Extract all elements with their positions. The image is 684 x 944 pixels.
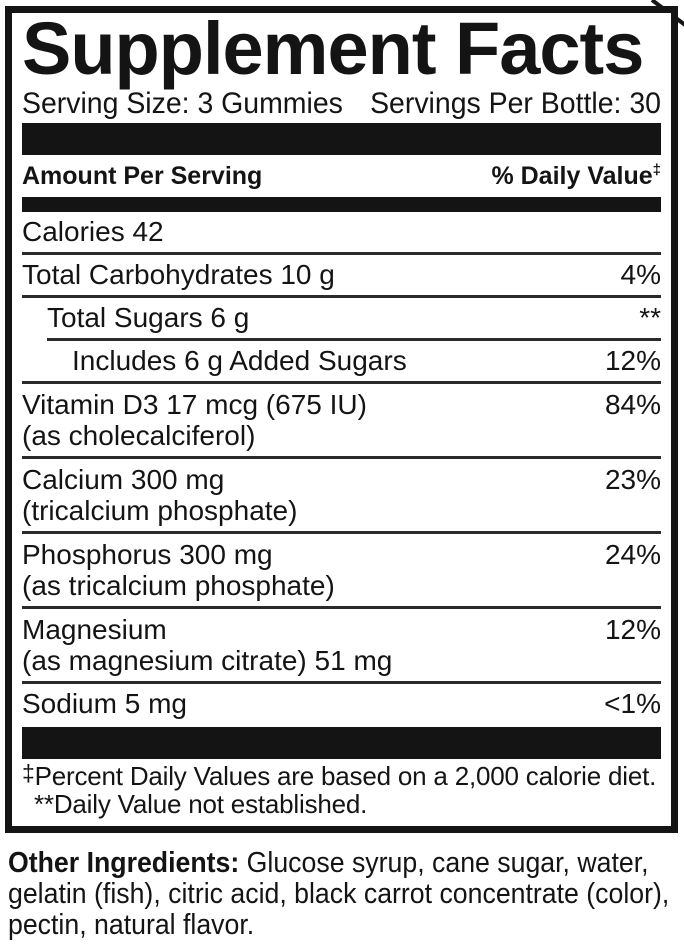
- other-ingredients: Other Ingredients: Glucose syrup, cane s…: [8, 848, 684, 941]
- other-ingredients-line-3: pectin, natural flavor.: [8, 909, 255, 941]
- panel-title: Supplement Facts: [22, 7, 644, 90]
- row-separator: [22, 530, 661, 534]
- divider-thick-bottom: [22, 726, 661, 759]
- vitamin-d3-label: Vitamin D3 17 mcg (675 IU) (as cholecalc…: [22, 389, 367, 451]
- footnotes: ‡Percent Daily Values are based on a 2,0…: [22, 759, 661, 819]
- calories-label: Calories 42: [22, 215, 164, 247]
- row-separator: [22, 251, 661, 255]
- other-ingredients-line-1: Other Ingredients: Glucose syrup, cane s…: [8, 848, 684, 879]
- daily-value-footnote: ‡Percent Daily Values are based on a 2,0…: [22, 759, 661, 791]
- total-sugars-daily-value: **: [639, 301, 661, 333]
- magnesium-name: Magnesium: [22, 613, 167, 645]
- servings-per-bottle-text: Servings Per Bottle: 30: [370, 86, 661, 120]
- row-separator-indented: [47, 337, 661, 341]
- added-sugars-daily-value: 12%: [604, 344, 661, 376]
- serving-info: Serving Size: 3 Gummies Servings Per Bot…: [22, 88, 661, 119]
- supplement-facts-panel: Supplement Facts Serving Size: 3 Gummies…: [5, 6, 678, 833]
- row-calcium: Calcium 300 mg (tricalcium phosphate) 23…: [22, 459, 661, 531]
- total-carbohydrates-daily-value: 4%: [620, 258, 661, 290]
- magnesium-form: (as magnesium citrate) 51 mg: [22, 644, 393, 676]
- row-magnesium: Magnesium (as magnesium citrate) 51 mg 1…: [22, 609, 661, 681]
- phosphorus-name: Phosphorus 300 mg: [22, 538, 273, 570]
- vitamin-d3-name: Vitamin D3 17 mcg (675 IU): [22, 388, 367, 420]
- phosphorus-form: (as tricalcium phosphate): [22, 569, 335, 601]
- row-separator: [22, 680, 661, 684]
- other-ingredients-label: Other Ingredients:: [8, 847, 240, 879]
- double-dagger-symbol: ‡: [22, 759, 35, 786]
- not-established-footnote: **Daily Value not established.: [34, 788, 368, 819]
- daily-value-footnote-text: Percent Daily Values are based on a 2,00…: [34, 760, 657, 791]
- phosphorus-label: Phosphorus 300 mg (as tricalcium phospha…: [22, 539, 335, 601]
- vitamin-d3-form: (as cholecalciferol): [22, 419, 256, 451]
- daily-value-footnote-symbol: ‡: [652, 161, 661, 179]
- vitamin-d3-daily-value: 84%: [604, 388, 661, 420]
- row-separator: [22, 605, 661, 609]
- other-ingredients-line-2: gelatin (fish), citric acid, black carro…: [8, 878, 670, 910]
- row-total-sugars: Total Sugars 6 g **: [22, 298, 661, 338]
- calcium-name: Calcium 300 mg: [22, 463, 225, 495]
- total-sugars-label: Total Sugars 6 g: [47, 301, 250, 333]
- divider-thick-top: [22, 122, 661, 155]
- phosphorus-daily-value: 24%: [604, 538, 661, 570]
- calcium-daily-value: 23%: [604, 463, 661, 495]
- magnesium-label: Magnesium (as magnesium citrate) 51 mg: [22, 614, 392, 676]
- row-vitamin-d3: Vitamin D3 17 mcg (675 IU) (as cholecalc…: [22, 384, 661, 456]
- sodium-label: Sodium 5 mg: [22, 687, 187, 719]
- calcium-form: (tricalcium phosphate): [22, 494, 298, 526]
- row-total-carbohydrates: Total Carbohydrates 10 g 4%: [22, 255, 661, 295]
- row-separator: [22, 455, 661, 459]
- row-phosphorus: Phosphorus 300 mg (as tricalcium phospha…: [22, 534, 661, 606]
- magnesium-daily-value: 12%: [604, 613, 661, 645]
- row-separator: [22, 294, 661, 298]
- row-sodium: Sodium 5 mg <1%: [22, 684, 661, 724]
- daily-value-header: % Daily Value‡: [491, 161, 661, 190]
- amount-per-serving-header: Amount Per Serving: [22, 161, 263, 190]
- sodium-daily-value: <1%: [604, 687, 661, 719]
- total-carbohydrates-label: Total Carbohydrates 10 g: [22, 258, 335, 290]
- added-sugars-label: Includes 6 g Added Sugars: [72, 344, 407, 376]
- daily-value-header-label: % Daily Value: [491, 161, 653, 190]
- row-calories: Calories 42: [22, 212, 661, 252]
- serving-size-text: Serving Size: 3 Gummies: [22, 86, 343, 120]
- other-ingredients-text-1: Glucose syrup, cane sugar, water,: [239, 847, 649, 879]
- column-headers: Amount Per Serving % Daily Value‡: [22, 161, 661, 190]
- row-separator: [22, 380, 661, 384]
- calcium-label: Calcium 300 mg (tricalcium phosphate): [22, 464, 297, 526]
- divider-medium-header: [22, 196, 661, 212]
- row-added-sugars: Includes 6 g Added Sugars 12%: [22, 341, 661, 381]
